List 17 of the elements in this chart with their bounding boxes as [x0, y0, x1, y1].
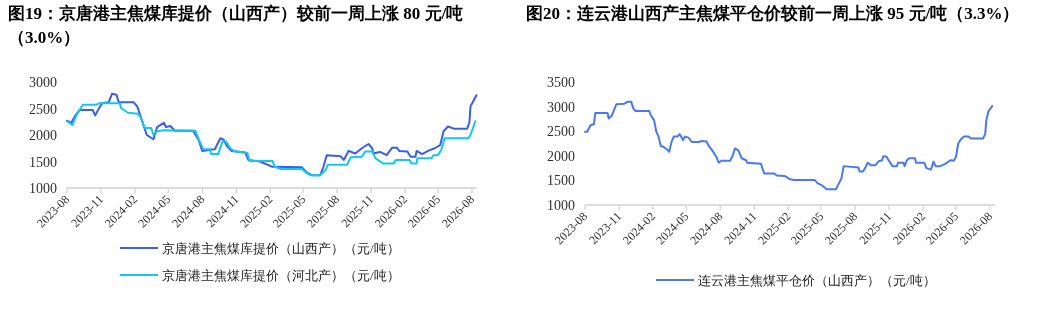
y-tick-label: 2500 [547, 124, 575, 140]
y-tick-label: 2500 [29, 101, 57, 117]
y-tick-label: 3000 [547, 99, 575, 115]
y-tick-label: 1500 [547, 173, 575, 189]
legend-label: 京唐港主焦煤库提价（河北产）（元/吨） [162, 268, 400, 283]
chart-title: 图20：连云港山西产主焦煤平仓价较前一周上涨 95 元/吨（3.3%） [526, 3, 1021, 25]
y-tick-label: 1000 [547, 198, 575, 213]
line-series [584, 100, 994, 191]
y-tick-label: 2000 [547, 148, 575, 164]
y-tick-label: 3500 [547, 75, 575, 90]
legend-label: 连云港主焦煤平仓价（山西产）（元/吨） [698, 273, 936, 288]
y-tick-label: 1500 [29, 154, 57, 170]
y-tick-label: 1000 [29, 181, 57, 196]
legend-label: 京唐港主焦煤库提价（山西产）（元/吨） [162, 241, 400, 256]
y-tick-label: 3000 [29, 75, 57, 90]
chart-title: 图19：京唐港主焦煤库提价（山西产）较前一周上涨 80 元/吨（3.0%） [8, 3, 465, 49]
y-tick-label: 2000 [29, 128, 57, 143]
